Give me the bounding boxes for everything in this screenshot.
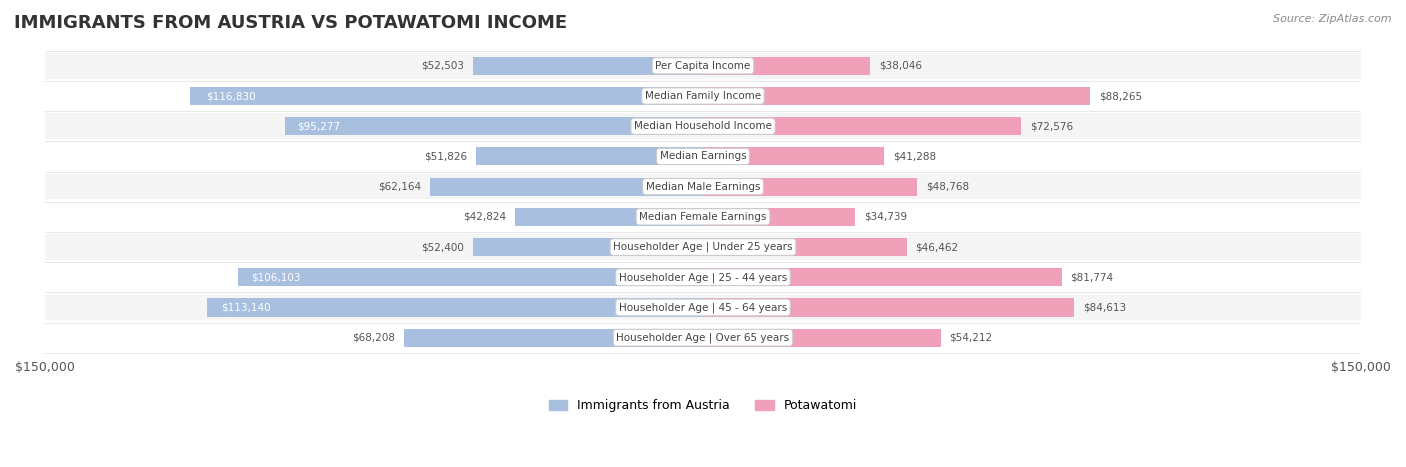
- Bar: [45, 53, 1361, 78]
- Text: Source: ZipAtlas.com: Source: ZipAtlas.com: [1274, 14, 1392, 24]
- Text: $72,576: $72,576: [1031, 121, 1073, 131]
- Text: $62,164: $62,164: [378, 182, 422, 191]
- Bar: [430, 177, 703, 196]
- Text: $46,462: $46,462: [915, 242, 959, 252]
- Bar: [190, 87, 703, 105]
- Text: $95,277: $95,277: [298, 121, 340, 131]
- Text: Householder Age | 45 - 64 years: Householder Age | 45 - 64 years: [619, 302, 787, 313]
- Text: $68,208: $68,208: [352, 333, 395, 343]
- Bar: [472, 57, 703, 75]
- Bar: [285, 117, 703, 135]
- Text: Median Family Income: Median Family Income: [645, 91, 761, 101]
- Bar: [238, 268, 703, 286]
- Bar: [45, 113, 1361, 139]
- Text: $88,265: $88,265: [1099, 91, 1142, 101]
- Bar: [703, 148, 884, 165]
- Bar: [703, 268, 1062, 286]
- Text: $52,400: $52,400: [422, 242, 464, 252]
- Text: Householder Age | Under 25 years: Householder Age | Under 25 years: [613, 242, 793, 252]
- Text: Median Household Income: Median Household Income: [634, 121, 772, 131]
- Bar: [404, 329, 703, 347]
- Bar: [703, 329, 941, 347]
- Text: $41,288: $41,288: [893, 151, 936, 162]
- Legend: Immigrants from Austria, Potawatomi: Immigrants from Austria, Potawatomi: [544, 394, 862, 417]
- Text: $113,140: $113,140: [222, 303, 271, 312]
- Bar: [45, 174, 1361, 199]
- Bar: [703, 117, 1021, 135]
- Bar: [45, 325, 1361, 351]
- Bar: [45, 204, 1361, 230]
- Bar: [45, 234, 1361, 260]
- Text: $51,826: $51,826: [423, 151, 467, 162]
- Bar: [45, 264, 1361, 290]
- Text: $81,774: $81,774: [1070, 272, 1114, 282]
- Text: $48,768: $48,768: [925, 182, 969, 191]
- Bar: [45, 143, 1361, 169]
- Bar: [703, 57, 870, 75]
- Text: $42,824: $42,824: [463, 212, 506, 222]
- Text: $84,613: $84,613: [1083, 303, 1126, 312]
- Bar: [515, 208, 703, 226]
- Text: $54,212: $54,212: [949, 333, 993, 343]
- Bar: [703, 208, 855, 226]
- Text: $34,739: $34,739: [865, 212, 907, 222]
- Text: IMMIGRANTS FROM AUSTRIA VS POTAWATOMI INCOME: IMMIGRANTS FROM AUSTRIA VS POTAWATOMI IN…: [14, 14, 567, 32]
- Bar: [207, 298, 703, 317]
- Bar: [703, 87, 1090, 105]
- Text: $106,103: $106,103: [252, 272, 301, 282]
- Bar: [703, 177, 917, 196]
- Bar: [45, 295, 1361, 320]
- Text: $52,503: $52,503: [420, 61, 464, 71]
- Text: Householder Age | 25 - 44 years: Householder Age | 25 - 44 years: [619, 272, 787, 283]
- Text: Median Female Earnings: Median Female Earnings: [640, 212, 766, 222]
- Text: Householder Age | Over 65 years: Householder Age | Over 65 years: [616, 333, 790, 343]
- Text: $38,046: $38,046: [879, 61, 922, 71]
- Bar: [475, 148, 703, 165]
- Bar: [45, 83, 1361, 109]
- Text: Per Capita Income: Per Capita Income: [655, 61, 751, 71]
- Bar: [472, 238, 703, 256]
- Text: $116,830: $116,830: [205, 91, 256, 101]
- Text: Median Male Earnings: Median Male Earnings: [645, 182, 761, 191]
- Bar: [703, 298, 1074, 317]
- Bar: [703, 238, 907, 256]
- Text: Median Earnings: Median Earnings: [659, 151, 747, 162]
